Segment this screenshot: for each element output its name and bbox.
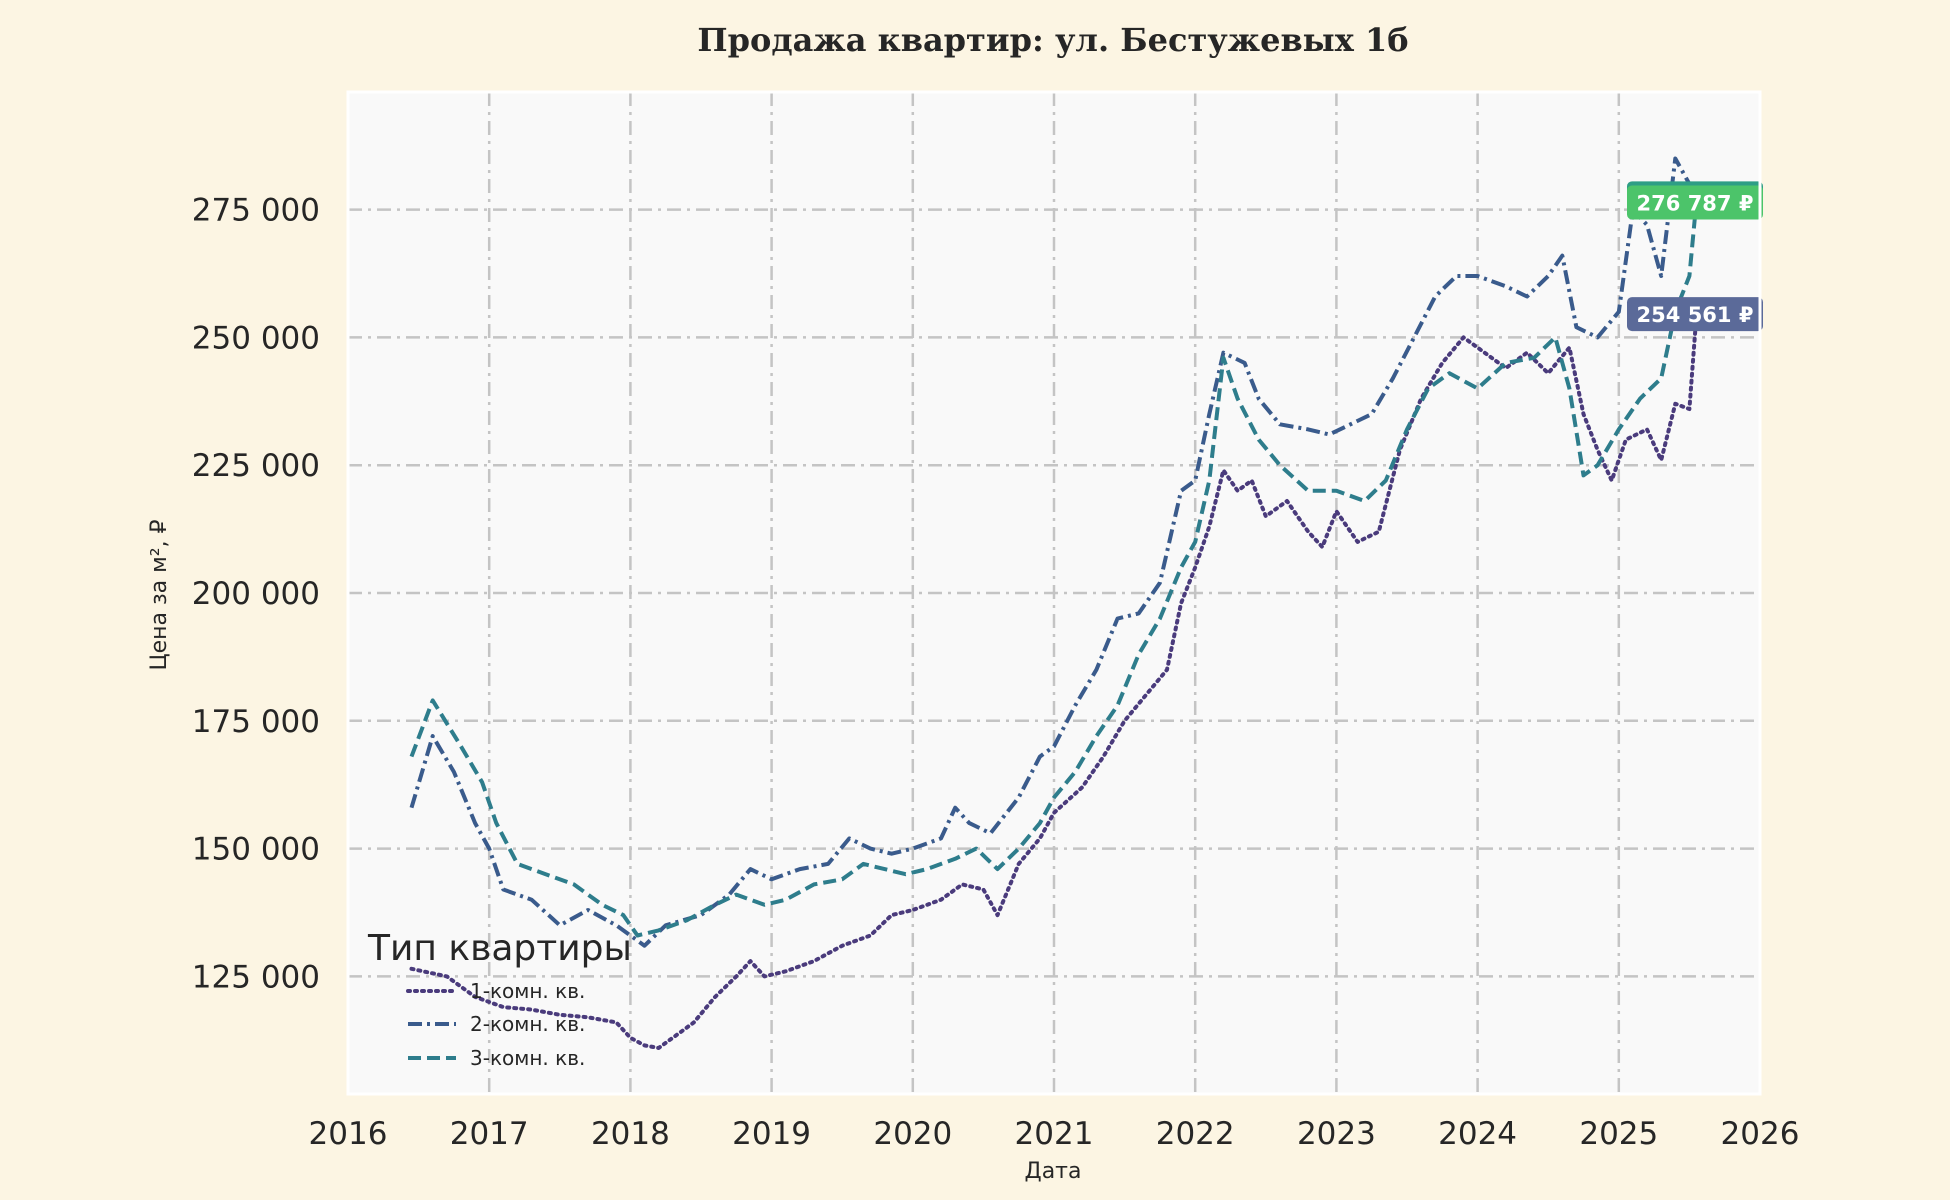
end-label-3-room: 276 787 ₽ <box>1627 185 1763 220</box>
x-tick-label-2020: 2020 <box>873 1116 952 1152</box>
chart-title: Продажа квартир: ул. Бестужевых 1б <box>697 21 1408 59</box>
y-tick-label-175000: 175 000 <box>192 704 320 740</box>
y-axis-label: Цена за м², ₽ <box>147 519 172 670</box>
x-tick-label-2016: 2016 <box>309 1116 388 1152</box>
end-label-text-3-room: 276 787 ₽ <box>1637 191 1754 215</box>
legend: Тип квартиры 1-комн. кв. 2-комн. кв. 3-к… <box>367 928 632 1070</box>
series-line-2-room <box>409 156 1699 948</box>
legend-label-2-room: 2-комн. кв. <box>470 1012 585 1036</box>
x-tick-label-2021: 2021 <box>1015 1116 1094 1152</box>
x-axis-label: Дата <box>1025 1159 1082 1184</box>
x-tick-label-2022: 2022 <box>1156 1116 1235 1152</box>
end-label-box-1-room <box>1627 297 1763 332</box>
x-tick-label-2019: 2019 <box>732 1116 811 1152</box>
x-tick-label-2024: 2024 <box>1438 1116 1517 1152</box>
x-tick-label-2017: 2017 <box>450 1116 529 1152</box>
series-layer <box>409 156 1699 1050</box>
y-tick-label-150000: 150 000 <box>192 832 320 868</box>
legend-title: Тип квартиры <box>367 928 632 969</box>
plot-frame <box>346 90 1762 1096</box>
y-tick-label-125000: 125 000 <box>192 959 320 995</box>
y-tick-label-250000: 250 000 <box>192 320 320 356</box>
y-tick-label-200000: 200 000 <box>192 576 320 612</box>
series-line-1-room <box>409 312 1699 1050</box>
x-tick-label-2023: 2023 <box>1297 1116 1376 1152</box>
x-tick-label-2025: 2025 <box>1579 1116 1658 1152</box>
end-label-text-1-room: 254 561 ₽ <box>1637 303 1754 327</box>
legend-label-1-room: 1-комн. кв. <box>470 979 585 1003</box>
end-label-1-room: 254 561 ₽ <box>1627 297 1763 332</box>
tick-labels: 2016 2017 2018 2019 2020 2021 2022 2023 2024 2025… <box>192 193 1800 1152</box>
end-labels: 276 416 ₽254 561 ₽276 787 ₽ <box>1627 181 1763 332</box>
x-tick-label-2018: 2018 <box>591 1116 670 1152</box>
x-tick-label-2026: 2026 <box>1721 1116 1800 1152</box>
y-tick-label-225000: 225 000 <box>192 448 320 484</box>
end-label-box-3-room <box>1627 185 1763 220</box>
series-line-3-room <box>409 200 1699 938</box>
legend-label-3-room: 3-комн. кв. <box>470 1046 585 1070</box>
y-tick-label-275000: 275 000 <box>192 193 320 229</box>
